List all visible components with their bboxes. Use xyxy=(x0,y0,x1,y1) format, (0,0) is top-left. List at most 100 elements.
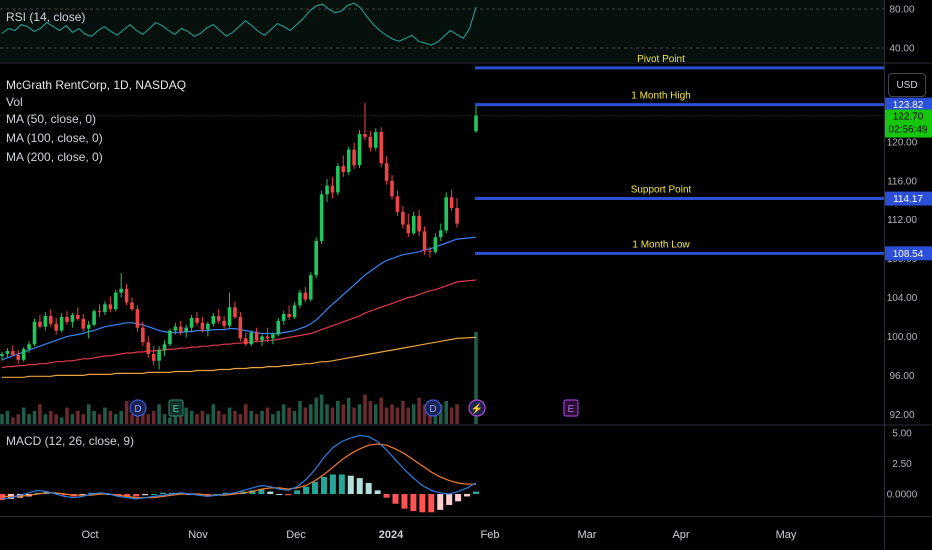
candle xyxy=(319,194,324,242)
candle xyxy=(32,321,37,345)
ma100-legend[interactable]: MA (100, close, 0) xyxy=(6,131,103,145)
rsi-pane xyxy=(0,0,884,62)
candle xyxy=(5,351,10,354)
macd-histogram-bar xyxy=(455,494,462,502)
candle xyxy=(260,336,264,341)
volume-bar xyxy=(211,404,216,424)
candle xyxy=(43,316,48,327)
candle xyxy=(65,316,69,322)
candle xyxy=(92,311,96,325)
candle xyxy=(276,320,281,335)
macd-histogram-bar xyxy=(151,494,158,495)
candle xyxy=(124,288,129,303)
candle xyxy=(325,185,329,195)
volume-legend[interactable]: Vol xyxy=(6,95,23,109)
level-price-text: 123.82 xyxy=(893,100,924,111)
candle xyxy=(227,307,232,326)
level-label: 1 Month High xyxy=(631,91,690,102)
candle xyxy=(395,196,400,212)
volume-bar xyxy=(319,394,324,424)
price-tick-label: 116.00 xyxy=(887,176,917,187)
candle xyxy=(287,314,291,317)
volume-bar xyxy=(314,397,318,424)
candle xyxy=(178,326,183,332)
volume-bar xyxy=(390,404,394,424)
volume-bar xyxy=(357,404,362,424)
macd-histogram-bar xyxy=(61,494,68,496)
candle xyxy=(346,149,351,172)
macd-legend[interactable]: MACD (12, 26, close, 9) xyxy=(6,434,135,448)
event-marker-label: E xyxy=(568,404,575,415)
price-tick-label: 104.00 xyxy=(887,293,918,304)
time-axis-label: Apr xyxy=(672,529,689,541)
candle xyxy=(363,134,367,137)
macd-histogram-bar xyxy=(34,492,41,494)
symbol-title[interactable]: McGrath RentCorp, 1D, NASDAQ xyxy=(6,78,187,92)
candle xyxy=(211,316,216,324)
volume-bar xyxy=(189,410,194,424)
macd-histogram-bar xyxy=(294,490,301,494)
time-axis-label: 2024 xyxy=(379,529,404,541)
event-marker-split[interactable]: ⚡ xyxy=(468,399,486,417)
volume-bar xyxy=(119,410,123,424)
volume-bar xyxy=(146,414,151,424)
volume-bar xyxy=(48,410,53,424)
macd-histogram-bar xyxy=(464,494,471,497)
event-marker-dividend[interactable]: D xyxy=(424,399,442,417)
volume-bar xyxy=(54,414,58,424)
level-label: 1 Month Low xyxy=(632,239,690,250)
candle xyxy=(184,327,188,332)
price-tick-label: 100.00 xyxy=(887,332,918,343)
event-marker-earnings-future[interactable]: E xyxy=(563,399,579,417)
currency-button[interactable]: USD xyxy=(888,73,926,97)
candle xyxy=(141,327,145,343)
macd-histogram-bar xyxy=(124,494,131,497)
candle xyxy=(303,292,308,300)
volume-bar xyxy=(65,407,69,424)
volume-bar xyxy=(178,414,183,424)
macd-histogram-bar xyxy=(285,494,292,496)
volume-bar xyxy=(395,407,400,424)
macd-histogram-bar xyxy=(303,486,310,494)
event-marker-box xyxy=(563,399,579,417)
level-price-text: 114.17 xyxy=(893,194,923,205)
event-marker-dividend[interactable]: D xyxy=(129,399,147,417)
volume-bar xyxy=(233,410,237,424)
rsi-legend[interactable]: RSI (14, close) xyxy=(6,10,86,24)
volume-bar xyxy=(151,410,156,424)
volume-bar xyxy=(298,401,302,424)
volume-bar xyxy=(124,401,129,424)
ma50-legend[interactable]: MA (50, close, 0) xyxy=(6,112,97,126)
level-price-badge xyxy=(885,191,932,206)
ma200-legend[interactable]: MA (200, close, 0) xyxy=(6,150,103,164)
macd-histogram-bar xyxy=(419,494,426,513)
time-axis-label: Nov xyxy=(188,529,208,541)
candle xyxy=(406,224,411,234)
macd-tick-label: 5.00 xyxy=(892,429,912,440)
macd-histogram-bar xyxy=(401,494,408,509)
candle xyxy=(189,317,194,328)
macd-histogram-bar xyxy=(133,494,140,497)
event-marker-earnings[interactable]: E xyxy=(168,399,184,417)
candle xyxy=(411,215,416,234)
level-price-badge xyxy=(885,97,932,112)
volume-bar xyxy=(16,414,21,424)
volume-bar xyxy=(336,401,340,424)
volume-bar xyxy=(97,414,102,424)
volume-bar xyxy=(276,410,281,424)
time-axis-label: Oct xyxy=(81,529,98,541)
candle xyxy=(0,353,4,356)
macd-histogram-bar xyxy=(374,490,381,494)
event-marker-label: ⚡ xyxy=(471,402,483,415)
time-axis-label: Dec xyxy=(286,529,306,541)
candle xyxy=(474,115,478,132)
candle xyxy=(341,166,346,172)
macd-histogram-bar xyxy=(437,494,444,510)
candle xyxy=(11,351,15,355)
volume-bar xyxy=(308,404,313,424)
volume-bar xyxy=(113,414,118,424)
volume-bar xyxy=(379,397,383,424)
macd-histogram-bar xyxy=(338,474,345,494)
volume-bar xyxy=(86,404,91,424)
